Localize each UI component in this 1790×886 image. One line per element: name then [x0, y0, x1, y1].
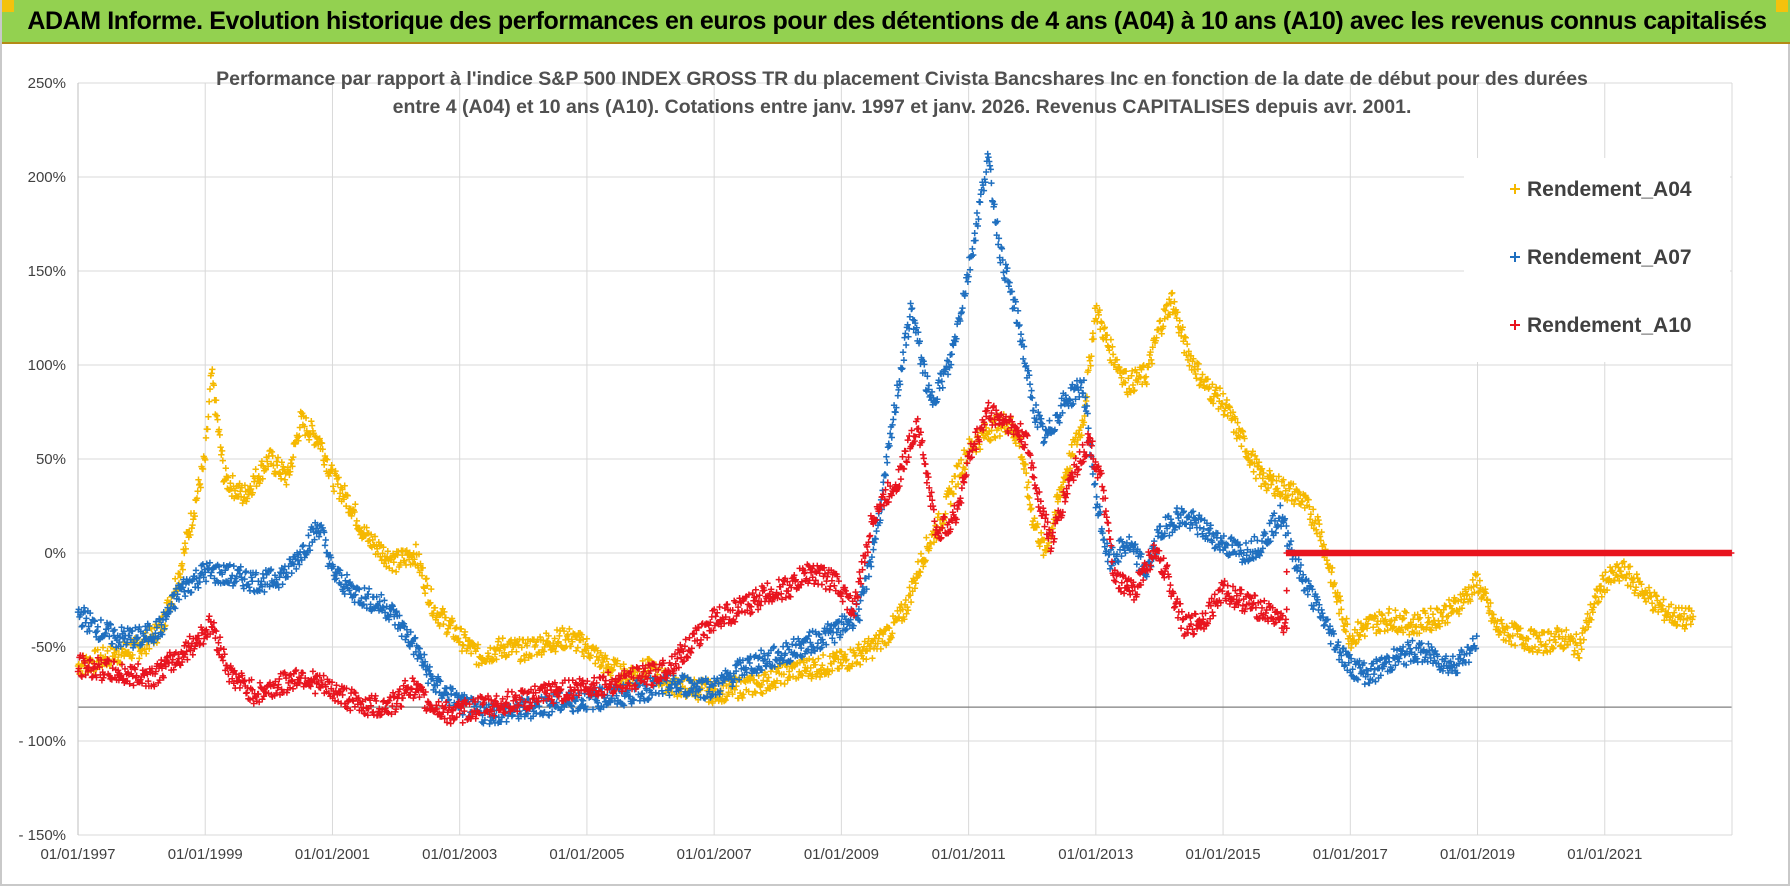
- title-banner: ADAM Informe. Evolution historique des p…: [2, 0, 1790, 44]
- y-tick-label: -50%: [31, 639, 66, 656]
- legend-marker: [1510, 252, 1520, 262]
- y-tick-label: 150%: [28, 263, 66, 280]
- x-tick-label: 01/01/2021: [1567, 846, 1642, 863]
- corner-mark-left: [2, 0, 14, 12]
- x-tick-label: 01/01/2011: [932, 846, 1006, 863]
- x-tick-label: 01/01/2015: [1186, 846, 1261, 863]
- series-rendement-a07: [74, 150, 1480, 728]
- corner-mark-right: [1776, 0, 1788, 12]
- legend-marker: [1510, 184, 1520, 194]
- y-tick-label: - 150%: [18, 827, 66, 844]
- x-tick-label: 01/01/2009: [804, 846, 879, 863]
- legend-label: Rendement_A04: [1527, 178, 1692, 201]
- chart-title: Performance par rapport à l'indice S&P 5…: [216, 68, 1588, 118]
- y-tick-label: 200%: [28, 169, 66, 186]
- y-tick-label: - 100%: [18, 733, 66, 750]
- x-axis-labels: 01/01/1997 01/01/1999 01/01/2001 01/01/2003…: [40, 846, 1642, 863]
- y-tick-label: 100%: [28, 357, 66, 374]
- scatter-markers-rendement-a07: [74, 150, 1480, 728]
- x-tick-label: 01/01/2017: [1313, 846, 1388, 863]
- legend-label: Rendement_A10: [1527, 314, 1692, 337]
- legend-marker: [1510, 320, 1520, 330]
- chart-title-line: entre 4 (A04) et 10 ans (A10). Cotations…: [393, 96, 1412, 118]
- y-axis-labels: 250% 200% 150% 100% 50% 0% -50% - 100% - 150%: [18, 75, 66, 844]
- legend-box: [1464, 158, 1730, 362]
- x-tick-label: 01/01/2005: [549, 846, 624, 863]
- plot-area: [74, 150, 1735, 728]
- y-tick-label: 250%: [28, 75, 66, 92]
- x-tick-label: 01/01/2019: [1440, 846, 1515, 863]
- x-tick-label: 01/01/2001: [295, 846, 370, 863]
- y-tick-label: 0%: [44, 545, 66, 562]
- scatter-chart: 250% 200% 150% 100% 50% 0% -50% - 100% - 150% 01…: [18, 68, 1735, 863]
- x-tick-label: 01/01/1997: [40, 846, 115, 863]
- x-tick-label: 01/01/2013: [1058, 846, 1133, 863]
- y-tick-label: 50%: [36, 451, 66, 468]
- banner-title: ADAM Informe. Evolution historique des p…: [27, 6, 1767, 35]
- x-tick-label: 01/01/1999: [168, 846, 243, 863]
- series-rendement-a10: [74, 399, 1735, 727]
- scatter-markers-rendement-a10: [74, 399, 1735, 727]
- x-tick-label: 01/01/2003: [422, 846, 497, 863]
- legend: Rendement_A04 Rendement_A07 Rendement_A10: [1464, 158, 1730, 362]
- chart-title-line: Performance par rapport à l'indice S&P 5…: [216, 68, 1588, 90]
- x-tick-label: 01/01/2007: [677, 846, 752, 863]
- legend-label: Rendement_A07: [1527, 246, 1692, 269]
